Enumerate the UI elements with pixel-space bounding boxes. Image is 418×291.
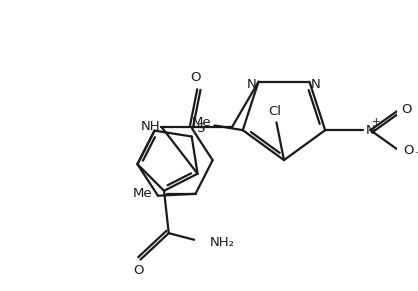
Text: NH: NH xyxy=(140,120,160,134)
Text: O: O xyxy=(401,103,411,116)
Text: N: N xyxy=(365,124,375,137)
Text: O: O xyxy=(133,264,144,277)
Text: N: N xyxy=(311,78,321,91)
Text: Cl: Cl xyxy=(268,105,281,118)
Text: O: O xyxy=(190,72,201,84)
Text: Me: Me xyxy=(133,187,152,200)
Text: NH₂: NH₂ xyxy=(209,236,234,249)
Text: Me: Me xyxy=(191,116,211,129)
Text: ⁻: ⁻ xyxy=(414,149,418,162)
Text: N: N xyxy=(247,78,257,91)
Text: S: S xyxy=(196,122,204,134)
Text: +: + xyxy=(372,117,380,127)
Text: O: O xyxy=(403,144,413,157)
